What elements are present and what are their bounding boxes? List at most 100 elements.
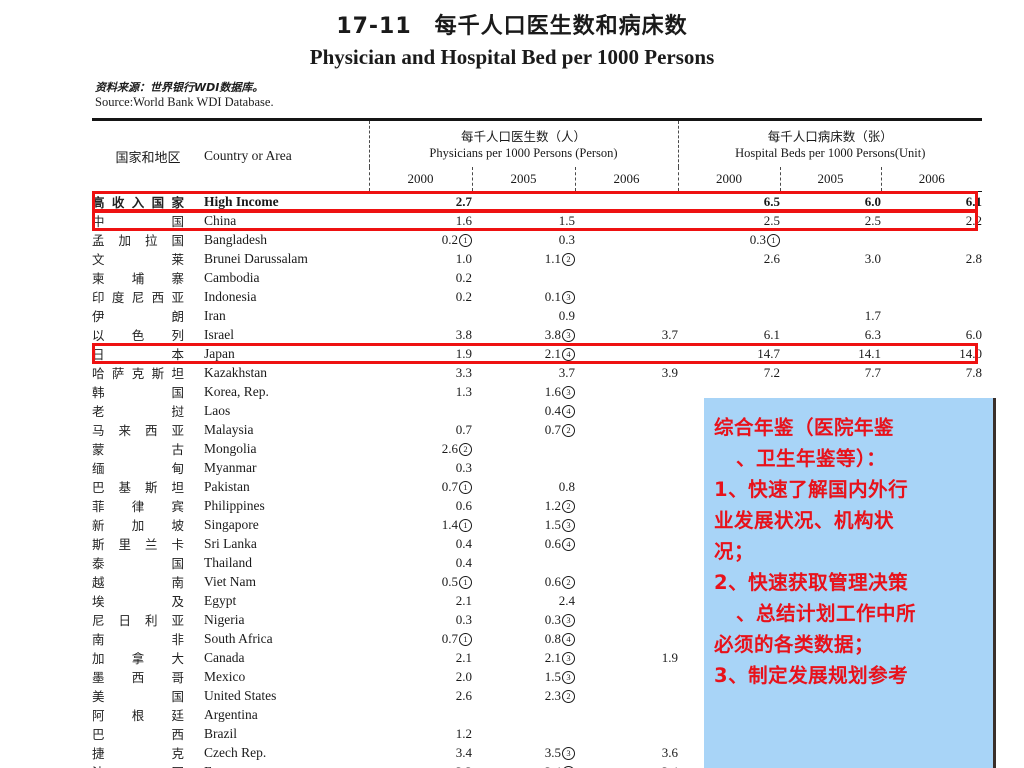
- table-row: 孟加拉国 Bangladesh 0.2 1 0.3 0.3 1: [92, 230, 982, 249]
- cell-phys-2005: 0.6 2: [472, 572, 575, 591]
- cell-phys-2000: 1.6: [455, 212, 472, 228]
- country-name-en: Brazil: [204, 725, 237, 741]
- header-physicians-cn: 每千人口医生数（人）: [460, 128, 586, 144]
- source-note-cn: 资料来源：世界银行WDI数据库。: [95, 81, 264, 94]
- callout-line: 业发展状况、机构状: [714, 509, 895, 532]
- footnote-marker: 3: [562, 746, 575, 760]
- cell-phys-2000: 0.4: [455, 554, 472, 570]
- page-title-en: Physician and Hospital Bed per 1000 Pers…: [309, 45, 715, 69]
- cell-phys-2005: 0.3 3: [472, 610, 575, 629]
- cell-phys-2005: [472, 192, 575, 211]
- cell-phys-2000: 0.2: [455, 269, 472, 285]
- table-row: 缅甸 Myanmar 0.3: [92, 458, 982, 477]
- footnote-marker: 3: [562, 518, 575, 532]
- table-row: 越南 Viet Nam 0.5 1 0.6 2: [92, 572, 982, 591]
- cell-phys-2005: 1.5: [558, 212, 575, 228]
- table-row: 尼日利亚 Nigeria 0.3 0.3 3: [92, 610, 982, 629]
- cell-beds-2000: 7.2: [763, 364, 780, 380]
- cell-beds-2005: 6.0: [864, 193, 881, 209]
- cell-phys-2006: [575, 287, 678, 306]
- callout-line: 综合年鉴（医院年鉴: [714, 416, 895, 439]
- country-name-en: Egypt: [204, 592, 237, 608]
- footnote-marker: 1: [459, 518, 472, 532]
- header-year-phys-2006: 2006: [574, 167, 678, 191]
- country-name-en: Kazakhstan: [204, 364, 267, 380]
- cell-phys-2006: [575, 667, 678, 686]
- cell-phys-2006: [575, 344, 678, 363]
- cell-phys-2005: [472, 458, 575, 477]
- country-name-cn: 孟加拉国: [92, 233, 184, 248]
- cell-phys-2006: [575, 534, 678, 553]
- cell-phys-2000: 2.0: [455, 668, 472, 684]
- header-beds-group: 每千人口病床数（张） Hospital Beds per 1000 Person…: [677, 121, 983, 167]
- table-row: 韩国 Korea, Rep. 1.3 1.6 3: [92, 382, 982, 401]
- cell-phys-2000: 3.8: [455, 326, 472, 342]
- footnote-marker: 3: [562, 328, 575, 342]
- country-name-en: Pakistan: [204, 478, 250, 494]
- cell-phys-2005: [472, 553, 575, 572]
- table-row: 日本 Japan 1.9 2.1 4 14.7 14.1 14.0: [92, 344, 982, 363]
- cell-phys-2000: 2.7: [455, 193, 472, 209]
- country-name-cn: 泰国: [92, 556, 184, 571]
- table-header-year-row: 2000 2005 2006 2000 2005 2006: [92, 167, 983, 191]
- header-physicians-en: Physicians per 1000 Persons (Person): [429, 145, 618, 160]
- cell-beds-2006: [881, 268, 982, 287]
- country-name-cn: 斯里兰卡: [92, 537, 184, 552]
- cell-phys-2000: 3.3: [369, 762, 472, 768]
- cell-phys-2005: 1.5 3: [472, 667, 575, 686]
- cell-phys-2000: 3.3: [455, 364, 472, 380]
- country-name-cn: 捷克: [92, 746, 184, 761]
- footnote-marker: 1: [767, 233, 780, 247]
- country-name-cn: 蒙古: [92, 442, 184, 457]
- footnote-marker: 4: [562, 347, 575, 361]
- cell-phys-2006: [575, 496, 678, 515]
- cell-beds-2000: 6.1: [763, 326, 780, 342]
- table-row: 加拿大 Canada 2.1 2.1 3 1.9: [92, 648, 982, 667]
- header-year-phys-2005: 2005: [471, 167, 575, 191]
- cell-phys-2005: 0.8 4: [472, 629, 575, 648]
- country-name-en: China: [204, 212, 237, 228]
- table-row: 菲律宾 Philippines 0.6 1.2 2: [92, 496, 982, 515]
- table-row: 南非 South Africa 0.7 1 0.8 4: [92, 629, 982, 648]
- cell-beds-2006: 2.2: [965, 212, 982, 228]
- cell-phys-2005: [472, 705, 575, 724]
- header-year-phys-2000: 2000: [368, 167, 472, 191]
- cell-phys-2006: [575, 192, 678, 211]
- country-name-en: United States: [204, 687, 277, 703]
- table-row: 巴西 Brazil 1.2: [92, 724, 982, 743]
- cell-phys-2000: 1.2: [455, 725, 472, 741]
- cell-phys-2006: [575, 591, 678, 610]
- cell-phys-2000: 2.6 2: [369, 439, 472, 458]
- table-row: 新加坡 Singapore 1.4 1 1.5 3: [92, 515, 982, 534]
- cell-beds-2000: [678, 268, 780, 287]
- cell-beds-2006: 7.8: [965, 364, 982, 380]
- callout-line: 况；: [714, 540, 755, 563]
- cell-phys-2000: [369, 705, 472, 724]
- footnote-marker: 1: [459, 233, 472, 247]
- cell-phys-2005: 0.3: [558, 231, 575, 247]
- table-row: 法国France3.33.443.4: [92, 762, 982, 768]
- cell-phys-2005: [472, 724, 575, 743]
- footnote-marker: 2: [562, 252, 575, 266]
- table-row: 蒙古 Mongolia 2.6 2: [92, 439, 982, 458]
- table-row: 印度尼西亚 Indonesia 0.2 0.1 3: [92, 287, 982, 306]
- source-note: 资料来源：世界银行WDI数据库。 Source:World Bank WDI D…: [95, 81, 595, 110]
- footnote-marker: 1: [459, 632, 472, 646]
- footnote-marker: 3: [562, 385, 575, 399]
- callout-line: 必须的各类数据；: [714, 633, 875, 656]
- cell-phys-2006: [575, 705, 678, 724]
- header-physicians-group: 每千人口医生数（人） Physicians per 1000 Persons (…: [368, 121, 678, 167]
- country-name-en: Singapore: [204, 516, 259, 532]
- cell-phys-2006: 3.4: [575, 762, 678, 768]
- cell-beds-2006: [881, 306, 982, 325]
- country-name-en: Mexico: [204, 668, 246, 684]
- footnote-marker: 4: [562, 537, 575, 551]
- cell-phys-2005: 1.2 2: [472, 496, 575, 515]
- cell-phys-2000: 3.4: [455, 744, 472, 760]
- country-name-en: Brunei Darussalam: [204, 250, 308, 266]
- country-name-cn: 印度尼西亚: [92, 290, 184, 305]
- cell-phys-2000: 0.2: [455, 288, 472, 304]
- header-year-beds-2005: 2005: [779, 167, 881, 191]
- footnote-marker: 2: [562, 423, 575, 437]
